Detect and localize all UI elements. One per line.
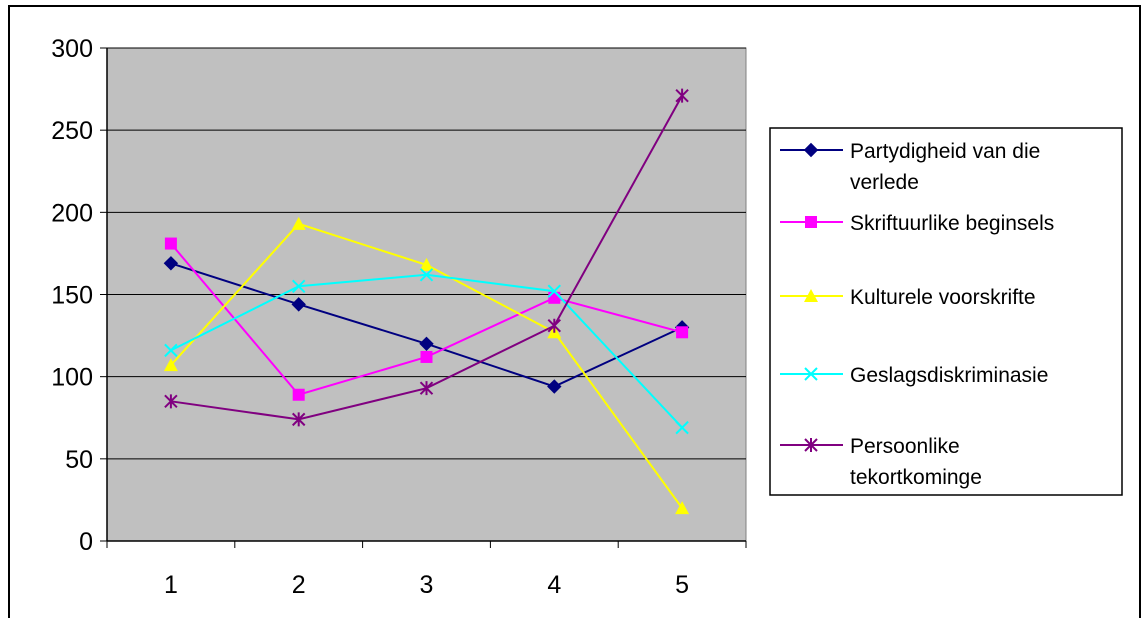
data-point [419,381,434,396]
legend-marker [804,367,818,381]
axes: 0 50 100 150 200 250 300 1 2 3 4 5 [51,35,747,599]
y-tick-label: 150 [51,282,93,310]
x-tick-label: 5 [675,571,689,599]
x-tick-label: 2 [292,571,306,599]
data-point [675,88,689,103]
legend-entry: Skriftuurlike beginsels [780,212,1054,235]
legend-label: Partydigheid van die [850,140,1040,163]
y-tick-label: 50 [65,446,93,474]
series-4 [164,268,689,435]
legend-entry: Persoonlike tekortkominge [780,435,982,489]
legend-entry: Partydigheid van die verlede [780,140,1040,194]
series-3 [163,216,690,515]
legend-marker [804,289,818,302]
data-point [292,388,305,401]
data-point [548,291,561,304]
legend-entry: Geslagsdiskriminasie [780,364,1048,387]
legend-label: verlede [850,171,919,194]
y-tick-label: 100 [51,364,93,392]
data-point [547,284,562,298]
data-point [291,279,306,293]
data-point [675,501,690,515]
y-tick-label: 200 [51,199,93,227]
y-tick-label: 300 [51,35,93,63]
legend-label: Kulturele voorskrifte [850,286,1036,309]
data-point [164,237,177,250]
series-layer [163,88,690,515]
data-point [419,257,434,271]
legend-label: Geslagsdiskriminasie [850,364,1048,387]
y-tick-label: 0 [79,528,93,556]
legend-label: Skriftuurlike beginsels [850,212,1054,235]
legend-box [769,127,1123,496]
data-point [675,420,689,435]
data-point [676,326,689,339]
series-5 [164,88,689,427]
data-point [547,379,562,394]
legend: Partydigheid van die verlede Skriftuurlike… [769,127,1123,496]
legend-entry: Kulturele voorskrifte [780,286,1036,309]
x-tick-label: 4 [547,571,561,599]
data-point [420,350,433,363]
data-point [164,394,178,409]
legend-marker [804,438,818,452]
x-tick-label: 1 [164,571,178,599]
data-point [164,343,178,358]
gridlines [107,47,746,460]
legend-marker [803,142,819,158]
data-point [419,268,434,282]
data-point [163,256,179,271]
data-point [291,297,306,312]
data-point [291,216,306,230]
legend-label: Persoonlike [850,435,960,458]
legend-marker [805,216,817,228]
legend-label: tekortkominge [850,466,982,489]
x-tick-label: 3 [420,571,434,599]
data-point [419,336,434,352]
data-point [547,318,562,333]
series-2 [164,237,689,401]
y-tick-label: 250 [51,117,93,145]
data-point [291,412,306,427]
data-point [163,358,178,372]
